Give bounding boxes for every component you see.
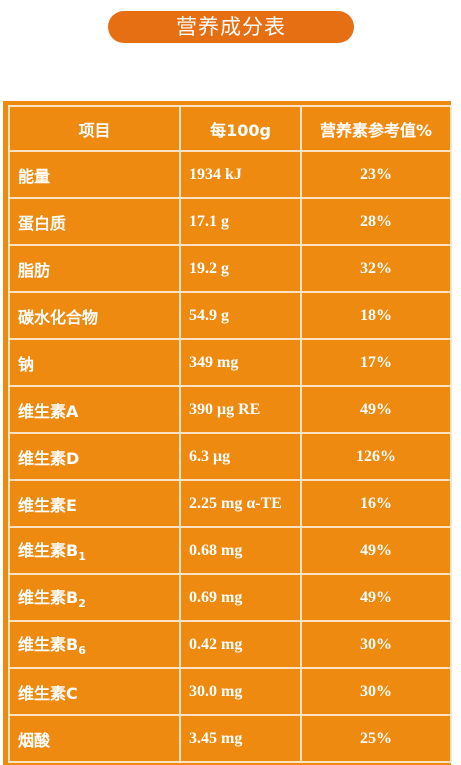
nutrient-name: 维生素B bbox=[18, 588, 79, 608]
table-row: 维生素D 6.3 μg 126% bbox=[8, 432, 452, 481]
nutrient-name-cell: 钠 bbox=[8, 338, 181, 387]
nutrient-name: 维生素E bbox=[18, 495, 77, 515]
nrv-percent: 49% bbox=[300, 526, 452, 575]
nutrient-name: 烟酸 bbox=[18, 730, 51, 750]
header-nrv: 营养素参考值% bbox=[300, 105, 452, 152]
table-row: 维生素C 30.0 mg 30% bbox=[8, 667, 452, 716]
nutrient-name-cell: 碳水化合物 bbox=[8, 291, 181, 340]
amount-per-100g: 54.9 g bbox=[179, 291, 302, 340]
nrv-percent: 17% bbox=[300, 338, 452, 387]
nutrient-name-cell: 烟酸 bbox=[8, 714, 181, 763]
nutrient-name: 维生素D bbox=[18, 448, 80, 468]
nrv-percent: 30% bbox=[300, 620, 452, 669]
nutrient-name-cell: 维生素B1 bbox=[8, 526, 181, 575]
amount-per-100g: 0.68 mg bbox=[179, 526, 302, 575]
nutrient-name-subscript: 1 bbox=[78, 550, 86, 564]
nutrient-name-cell: 维生素E bbox=[8, 479, 181, 528]
amount-per-100g: 0.42 mg bbox=[179, 620, 302, 669]
amount-per-100g: 390 μg RE bbox=[179, 385, 302, 434]
nutrient-name: 维生素C bbox=[18, 683, 78, 703]
nrv-percent: 126% bbox=[300, 432, 452, 481]
nrv-percent: 23% bbox=[300, 150, 452, 199]
nutrient-name: 碳水化合物 bbox=[18, 307, 99, 327]
nrv-percent: 32% bbox=[300, 244, 452, 293]
nutrient-name: 能量 bbox=[18, 166, 51, 186]
nutrient-name-cell: 脂肪 bbox=[8, 244, 181, 293]
header-item: 项目 bbox=[8, 105, 181, 152]
table-row: 维生素E 2.25 mg α-TE 16% bbox=[8, 479, 452, 528]
nrv-percent: 16% bbox=[300, 479, 452, 528]
nutrient-name-cell: 能量 bbox=[8, 150, 181, 199]
nutrient-name: 维生素B bbox=[18, 635, 79, 655]
page-title: 营养成分表 bbox=[108, 11, 354, 43]
nrv-percent: 30% bbox=[300, 667, 452, 716]
amount-per-100g: 3.45 mg bbox=[179, 714, 302, 763]
table-row: 脂肪 19.2 g 32% bbox=[8, 244, 452, 293]
nutrient-name: 蛋白质 bbox=[18, 213, 67, 233]
nutrition-table-panel: 项目 每100g 营养素参考值% 能量 1934 kJ 23% 蛋白质 17.1 g 28… bbox=[3, 101, 452, 765]
nutrient-name-cell: 维生素A bbox=[8, 385, 181, 434]
nutrient-name-cell: 维生素B6 bbox=[8, 620, 181, 669]
table-row: 维生素B1 0.68 mg 49% bbox=[8, 526, 452, 575]
nutrient-name-cell: 维生素D bbox=[8, 432, 181, 481]
table-row: 能量 1934 kJ 23% bbox=[8, 150, 452, 199]
amount-per-100g: 17.1 g bbox=[179, 197, 302, 246]
nutrient-name: 维生素B bbox=[18, 541, 79, 561]
amount-per-100g: 1934 kJ bbox=[179, 150, 302, 199]
table-row: 碳水化合物 54.9 g 18% bbox=[8, 291, 452, 340]
table-row: 烟酸 3.45 mg 25% bbox=[8, 714, 452, 763]
nutrient-name: 脂肪 bbox=[18, 260, 51, 280]
nutrient-name-cell: 维生素C bbox=[8, 667, 181, 716]
header-per-100g: 每100g bbox=[179, 105, 302, 152]
nutrient-name-subscript: 2 bbox=[78, 597, 86, 611]
table-row: 维生素B6 0.42 mg 30% bbox=[8, 620, 452, 669]
table-header-row: 项目 每100g 营养素参考值% bbox=[8, 105, 452, 152]
amount-per-100g: 0.69 mg bbox=[179, 573, 302, 622]
table-row: 维生素A 390 μg RE 49% bbox=[8, 385, 452, 434]
table-row: 钠 349 mg 17% bbox=[8, 338, 452, 387]
nutrition-table: 项目 每100g 营养素参考值% 能量 1934 kJ 23% 蛋白质 17.1 g 28… bbox=[8, 105, 452, 763]
amount-per-100g: 2.25 mg α-TE bbox=[179, 479, 302, 528]
nutrient-name: 维生素A bbox=[18, 401, 79, 421]
nrv-percent: 18% bbox=[300, 291, 452, 340]
amount-per-100g: 6.3 μg bbox=[179, 432, 302, 481]
nutrient-name-cell: 维生素B2 bbox=[8, 573, 181, 622]
amount-per-100g: 349 mg bbox=[179, 338, 302, 387]
table-row: 维生素B2 0.69 mg 49% bbox=[8, 573, 452, 622]
nutrient-name-cell: 蛋白质 bbox=[8, 197, 181, 246]
nutrient-name: 钠 bbox=[18, 354, 35, 374]
nrv-percent: 49% bbox=[300, 573, 452, 622]
amount-per-100g: 30.0 mg bbox=[179, 667, 302, 716]
nrv-percent: 25% bbox=[300, 714, 452, 763]
nrv-percent: 49% bbox=[300, 385, 452, 434]
nutrient-name-subscript: 6 bbox=[78, 644, 86, 658]
amount-per-100g: 19.2 g bbox=[179, 244, 302, 293]
nrv-percent: 28% bbox=[300, 197, 452, 246]
table-row: 蛋白质 17.1 g 28% bbox=[8, 197, 452, 246]
